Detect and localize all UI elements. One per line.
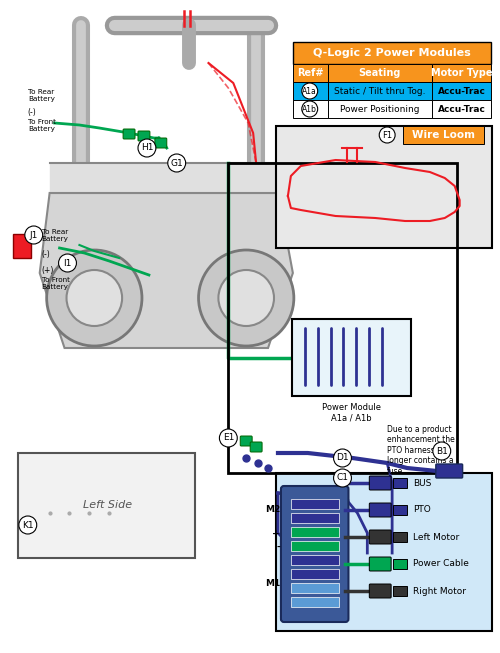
Text: C1: C1 bbox=[336, 473, 348, 483]
Text: Left Side: Left Side bbox=[82, 500, 132, 510]
Text: To Rear
Battery: To Rear Battery bbox=[42, 229, 68, 242]
Text: E1: E1 bbox=[222, 434, 234, 443]
FancyBboxPatch shape bbox=[291, 541, 339, 551]
Text: J1: J1 bbox=[30, 231, 38, 240]
Text: (-): (-) bbox=[42, 251, 50, 259]
Polygon shape bbox=[40, 193, 293, 348]
Text: (-): (-) bbox=[28, 108, 36, 118]
Text: +: + bbox=[272, 528, 280, 537]
FancyBboxPatch shape bbox=[292, 319, 411, 396]
Text: PTO: PTO bbox=[413, 505, 430, 515]
FancyBboxPatch shape bbox=[328, 100, 432, 118]
FancyBboxPatch shape bbox=[328, 64, 432, 82]
Text: B1: B1 bbox=[436, 447, 448, 456]
FancyBboxPatch shape bbox=[293, 42, 492, 64]
FancyBboxPatch shape bbox=[436, 464, 462, 478]
FancyBboxPatch shape bbox=[123, 129, 135, 139]
Text: Power Module
A1a / A1b: Power Module A1a / A1b bbox=[322, 403, 381, 422]
FancyBboxPatch shape bbox=[393, 532, 407, 542]
Text: Power Positioning: Power Positioning bbox=[340, 104, 419, 114]
Circle shape bbox=[25, 226, 42, 244]
FancyBboxPatch shape bbox=[293, 64, 328, 82]
Text: (+): (+) bbox=[42, 266, 54, 274]
Text: K1: K1 bbox=[22, 520, 34, 530]
FancyBboxPatch shape bbox=[293, 82, 328, 100]
Text: To Front
Battery: To Front Battery bbox=[28, 118, 56, 131]
FancyBboxPatch shape bbox=[155, 138, 167, 148]
FancyBboxPatch shape bbox=[393, 586, 407, 596]
FancyBboxPatch shape bbox=[291, 527, 339, 537]
Text: M2: M2 bbox=[264, 505, 280, 513]
FancyBboxPatch shape bbox=[370, 584, 391, 598]
FancyBboxPatch shape bbox=[240, 436, 252, 446]
Text: Motor Type: Motor Type bbox=[431, 68, 492, 78]
Circle shape bbox=[66, 270, 122, 326]
Circle shape bbox=[46, 250, 142, 346]
FancyBboxPatch shape bbox=[432, 64, 492, 82]
FancyBboxPatch shape bbox=[403, 126, 484, 144]
Circle shape bbox=[58, 254, 76, 272]
FancyBboxPatch shape bbox=[18, 453, 195, 558]
FancyBboxPatch shape bbox=[250, 442, 262, 452]
Text: To Rear
Battery: To Rear Battery bbox=[28, 89, 54, 101]
Text: Q-Logic 2 Power Modules: Q-Logic 2 Power Modules bbox=[314, 48, 471, 58]
FancyBboxPatch shape bbox=[370, 476, 391, 490]
Text: Wire Loom: Wire Loom bbox=[412, 130, 476, 140]
FancyBboxPatch shape bbox=[432, 100, 492, 118]
Circle shape bbox=[433, 442, 450, 460]
Text: Accu-Trac: Accu-Trac bbox=[438, 86, 486, 95]
FancyBboxPatch shape bbox=[370, 503, 391, 517]
FancyBboxPatch shape bbox=[293, 100, 328, 118]
Text: M1: M1 bbox=[264, 579, 280, 588]
Text: Accu-Trac: Accu-Trac bbox=[438, 104, 486, 114]
Circle shape bbox=[19, 516, 36, 534]
Text: Power Cable: Power Cable bbox=[413, 560, 469, 569]
Text: Ref#: Ref# bbox=[297, 68, 324, 78]
Circle shape bbox=[334, 469, 351, 487]
FancyBboxPatch shape bbox=[370, 557, 391, 571]
Circle shape bbox=[302, 83, 318, 99]
FancyBboxPatch shape bbox=[291, 597, 339, 607]
Text: BUS: BUS bbox=[413, 479, 432, 488]
Text: Due to a product
enhancement the
PTO harness no
longer contains a
fuse.: Due to a product enhancement the PTO har… bbox=[387, 425, 455, 475]
Circle shape bbox=[198, 250, 294, 346]
Text: To Front
Battery: To Front Battery bbox=[42, 276, 70, 289]
Text: Static / Tilt thru Tog.: Static / Tilt thru Tog. bbox=[334, 86, 426, 95]
Text: F1: F1 bbox=[382, 131, 392, 140]
Text: G1: G1 bbox=[170, 159, 183, 168]
Text: -: - bbox=[276, 543, 280, 552]
Text: Left Motor: Left Motor bbox=[413, 532, 459, 541]
FancyBboxPatch shape bbox=[13, 234, 31, 258]
Circle shape bbox=[138, 139, 156, 157]
FancyBboxPatch shape bbox=[393, 559, 407, 569]
Text: A1b: A1b bbox=[302, 104, 317, 114]
FancyBboxPatch shape bbox=[393, 505, 407, 515]
Text: A1a: A1a bbox=[302, 86, 317, 95]
FancyBboxPatch shape bbox=[328, 82, 432, 100]
FancyBboxPatch shape bbox=[291, 569, 339, 579]
FancyBboxPatch shape bbox=[291, 499, 339, 509]
Circle shape bbox=[302, 101, 318, 117]
FancyBboxPatch shape bbox=[291, 513, 339, 523]
FancyBboxPatch shape bbox=[432, 82, 492, 100]
FancyBboxPatch shape bbox=[138, 131, 150, 141]
FancyBboxPatch shape bbox=[291, 583, 339, 593]
FancyBboxPatch shape bbox=[291, 555, 339, 565]
Circle shape bbox=[218, 270, 274, 326]
Text: Seating: Seating bbox=[358, 68, 401, 78]
Text: H1: H1 bbox=[140, 144, 153, 153]
FancyBboxPatch shape bbox=[393, 478, 407, 488]
FancyBboxPatch shape bbox=[281, 486, 348, 622]
FancyBboxPatch shape bbox=[370, 530, 391, 544]
Text: D1: D1 bbox=[336, 453, 349, 462]
Circle shape bbox=[379, 127, 395, 143]
Circle shape bbox=[168, 154, 186, 172]
Circle shape bbox=[220, 429, 238, 447]
FancyBboxPatch shape bbox=[276, 126, 492, 248]
Circle shape bbox=[334, 449, 351, 467]
Text: Right Motor: Right Motor bbox=[413, 586, 466, 596]
FancyBboxPatch shape bbox=[276, 473, 492, 631]
Text: I1: I1 bbox=[64, 259, 72, 268]
